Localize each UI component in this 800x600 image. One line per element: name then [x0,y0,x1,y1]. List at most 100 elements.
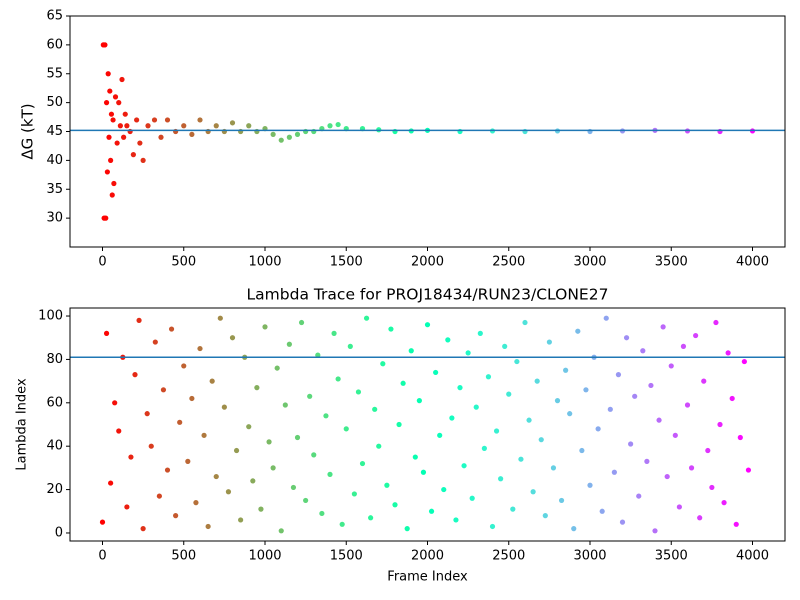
point [160,387,167,393]
point [103,100,110,106]
point [229,120,236,126]
point [254,385,260,391]
point [197,117,203,123]
point [323,413,329,419]
y-tick-label: 40 [46,153,63,168]
point [286,134,292,140]
point [278,528,284,534]
point [416,398,422,404]
point [437,432,443,438]
point [664,473,670,480]
point [522,319,528,326]
point [298,319,305,326]
point [311,452,317,458]
point [493,428,500,434]
y-tick-label: 45 [46,124,63,139]
point [514,358,520,365]
point [372,406,378,412]
point [453,517,459,523]
point [130,152,136,158]
point [473,404,479,410]
point [717,421,723,428]
point [660,324,666,330]
point [148,443,154,449]
x-tick-label: 500 [171,255,196,270]
point [132,372,138,378]
y-tick-label: 65 [46,9,63,24]
point [368,515,374,521]
point [106,134,112,140]
point [376,443,382,449]
point [177,419,183,425]
point [233,447,240,454]
point [611,469,617,475]
point [603,315,609,321]
axes-title: Lambda Trace for PROJ18434/RUN23/CLONE27 [247,286,609,304]
point [424,322,431,328]
point [102,42,108,48]
point [116,428,122,434]
x-tick-label: 0 [98,255,106,270]
point [278,137,284,143]
point [140,526,146,532]
point [343,426,349,432]
y-axis-label: ΔG (kT) [19,103,37,159]
point [104,169,110,175]
x-tick-label: 2500 [492,255,525,270]
point [225,489,232,495]
y-tick-label: 30 [46,211,63,226]
x-tick-label: 1000 [248,549,281,564]
x-tick-label: 4000 [736,549,769,564]
point [144,411,150,417]
y-tick-label: 0 [55,525,63,540]
point [363,315,370,321]
point [412,454,418,460]
point [193,500,199,506]
point [506,391,512,397]
point [558,497,565,504]
point [628,441,634,447]
point [672,432,678,438]
point [156,493,162,499]
point [122,111,128,117]
point [441,486,447,493]
point [335,376,341,382]
y-tick-label: 100 [38,309,63,324]
point [173,513,179,519]
point [457,385,463,391]
point [335,121,341,128]
point [103,215,109,221]
point [656,417,662,423]
point [623,335,630,341]
point [189,395,195,402]
point [117,123,123,129]
point [652,528,658,534]
point [359,460,366,467]
point [741,358,747,365]
point [140,157,146,163]
point [461,463,467,469]
point [99,519,106,525]
point [713,319,719,326]
point [404,526,410,532]
point [327,123,333,129]
point [668,363,674,369]
x-tick-label: 3500 [655,549,688,564]
point [563,367,569,373]
point [498,476,504,482]
point [595,426,601,432]
point [428,508,435,514]
point [262,324,268,330]
point [121,134,127,140]
x-tick-label: 4000 [736,255,769,270]
point [615,372,622,378]
point [607,406,613,412]
point [388,326,394,332]
point [477,330,483,336]
point [128,454,134,460]
point [538,437,544,443]
point [684,402,691,408]
point [644,458,650,464]
x-axis-label: Frame Index [387,570,468,585]
